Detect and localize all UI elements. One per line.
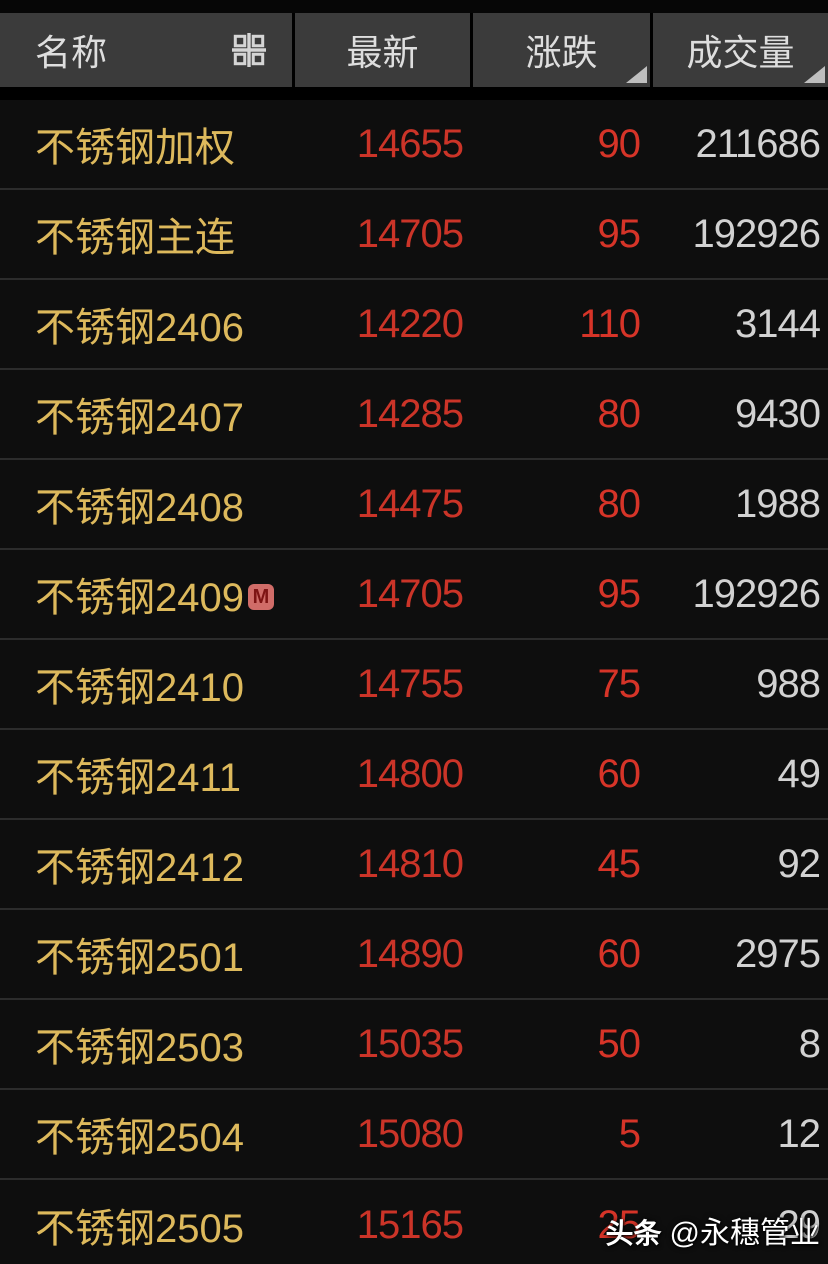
latest-price: 14220 bbox=[356, 301, 464, 346]
latest-price: 14810 bbox=[356, 841, 464, 886]
price-change: 80 bbox=[597, 481, 642, 526]
trade-volume: 192926 bbox=[692, 211, 821, 256]
latest-price: 14285 bbox=[356, 391, 464, 436]
header-name-label: 名称 bbox=[35, 32, 108, 73]
contract-name: 不锈钢2505 bbox=[35, 1207, 244, 1251]
contract-name-cell: 不锈钢2505 bbox=[0, 1196, 330, 1254]
watermark: 头条 @永穗管业 bbox=[606, 1208, 820, 1252]
quote-row[interactable]: 不锈钢2411 14800 60 49 bbox=[0, 730, 828, 820]
contract-name-cell: 不锈钢2501 bbox=[0, 925, 330, 983]
latest-price: 14890 bbox=[356, 931, 464, 976]
contract-name: 不锈钢2503 bbox=[35, 1026, 244, 1070]
contract-name: 不锈钢2411 bbox=[35, 756, 242, 800]
trade-volume: 49 bbox=[777, 751, 822, 796]
price-change: 60 bbox=[597, 931, 642, 976]
price-change: 95 bbox=[597, 571, 642, 616]
trade-volume: 988 bbox=[756, 661, 821, 706]
quote-row[interactable]: 不锈钢2408 14475 80 1988 bbox=[0, 460, 828, 550]
contract-name-cell: 不锈钢2409 M bbox=[0, 565, 330, 623]
contract-name-cell: 不锈钢2408 bbox=[0, 475, 330, 533]
header-latest-label: 最新 bbox=[346, 32, 419, 73]
contract-name-cell: 不锈钢2412 bbox=[0, 835, 330, 893]
price-change: 50 bbox=[597, 1021, 642, 1066]
contract-name-cell: 不锈钢2411 bbox=[0, 745, 330, 803]
header-name-column[interactable]: 名称 bbox=[0, 13, 292, 87]
quote-list: 不锈钢加权 14655 90 211686 不锈钢主连 14705 95 192… bbox=[0, 100, 828, 1264]
contract-name-cell: 不锈钢2406 bbox=[0, 295, 330, 353]
header-latest-column[interactable]: 最新 bbox=[295, 13, 470, 87]
contract-name-cell: 不锈钢2407 bbox=[0, 385, 330, 443]
latest-price: 14800 bbox=[356, 751, 464, 796]
trade-volume: 3144 bbox=[735, 301, 821, 346]
sort-corner-triangle-icon bbox=[804, 66, 825, 83]
price-change: 110 bbox=[579, 301, 641, 346]
quote-row[interactable]: 不锈钢2505 15165 25 29 bbox=[0, 1180, 828, 1264]
quote-row[interactable]: 不锈钢加权 14655 90 211686 bbox=[0, 100, 828, 190]
header-volume-column[interactable]: 成交量 bbox=[653, 13, 828, 87]
contract-name: 不锈钢2504 bbox=[35, 1116, 244, 1160]
latest-price: 15035 bbox=[356, 1021, 464, 1066]
main-contract-badge: M bbox=[247, 584, 274, 610]
quote-row[interactable]: 不锈钢2412 14810 45 92 bbox=[0, 820, 828, 910]
latest-price: 14705 bbox=[356, 211, 464, 256]
trade-volume: 29 bbox=[777, 1202, 822, 1247]
contract-name-cell: 不锈钢2503 bbox=[0, 1015, 330, 1073]
trade-volume: 8 bbox=[798, 1021, 821, 1066]
contract-name: 不锈钢2408 bbox=[35, 486, 244, 530]
header-change-column[interactable]: 涨跌 bbox=[473, 13, 650, 87]
contract-name-cell: 不锈钢加权 bbox=[0, 115, 330, 173]
quote-row[interactable]: 不锈钢主连 14705 95 192926 bbox=[0, 190, 828, 280]
trade-volume: 2975 bbox=[735, 931, 821, 976]
price-change: 80 bbox=[597, 391, 642, 436]
sort-corner-triangle-icon bbox=[626, 66, 647, 83]
trade-volume: 192926 bbox=[692, 571, 821, 616]
quote-row[interactable]: 不锈钢2407 14285 80 9430 bbox=[0, 370, 828, 460]
top-strip bbox=[0, 0, 828, 13]
price-change: 25 bbox=[597, 1202, 642, 1247]
contract-name: 不锈钢2406 bbox=[35, 306, 244, 350]
latest-price: 15080 bbox=[356, 1111, 464, 1156]
header-volume-label: 成交量 bbox=[686, 32, 795, 73]
price-change: 5 bbox=[618, 1111, 641, 1156]
quote-row[interactable]: 不锈钢2504 15080 5 12 bbox=[0, 1090, 828, 1180]
price-change: 90 bbox=[597, 121, 642, 166]
watermark-site: 头条 bbox=[605, 1218, 662, 1249]
latest-price: 14705 bbox=[356, 571, 464, 616]
quote-row[interactable]: 不锈钢2501 14890 60 2975 bbox=[0, 910, 828, 1000]
contract-name-cell: 不锈钢2504 bbox=[0, 1105, 330, 1163]
contract-name-cell: 不锈钢2410 bbox=[0, 655, 330, 713]
latest-price: 15165 bbox=[356, 1202, 464, 1247]
contract-name: 不锈钢主连 bbox=[35, 216, 235, 260]
grid-layout-icon[interactable] bbox=[232, 33, 266, 67]
contract-name: 不锈钢2412 bbox=[35, 846, 244, 890]
contract-name-cell: 不锈钢主连 bbox=[0, 205, 330, 263]
table-header: 名称 最新 涨跌 成交量 bbox=[0, 13, 828, 87]
contract-name: 不锈钢2407 bbox=[35, 396, 244, 440]
quote-row[interactable]: 不锈钢2409 M 14705 95 192926 bbox=[0, 550, 828, 640]
trade-volume: 92 bbox=[777, 841, 822, 886]
quote-row[interactable]: 不锈钢2406 14220 110 3144 bbox=[0, 280, 828, 370]
latest-price: 14475 bbox=[356, 481, 464, 526]
contract-name: 不锈钢2409 bbox=[35, 576, 244, 620]
quote-row[interactable]: 不锈钢2503 15035 50 8 bbox=[0, 1000, 828, 1090]
trade-volume: 9430 bbox=[735, 391, 821, 436]
contract-name: 不锈钢2410 bbox=[35, 666, 244, 710]
quote-row[interactable]: 不锈钢2410 14755 75 988 bbox=[0, 640, 828, 730]
price-change: 95 bbox=[597, 211, 642, 256]
latest-price: 14755 bbox=[356, 661, 464, 706]
header-change-label: 涨跌 bbox=[525, 32, 598, 73]
price-change: 75 bbox=[597, 661, 642, 706]
price-change: 60 bbox=[597, 751, 642, 796]
contract-name: 不锈钢加权 bbox=[35, 126, 235, 170]
trade-volume: 211686 bbox=[695, 121, 821, 166]
watermark-handle: @永穗管业 bbox=[669, 1217, 820, 1250]
price-change: 45 bbox=[597, 841, 642, 886]
latest-price: 14655 bbox=[356, 121, 464, 166]
trade-volume: 12 bbox=[777, 1111, 822, 1156]
trade-volume: 1988 bbox=[735, 481, 821, 526]
contract-name: 不锈钢2501 bbox=[35, 936, 244, 980]
